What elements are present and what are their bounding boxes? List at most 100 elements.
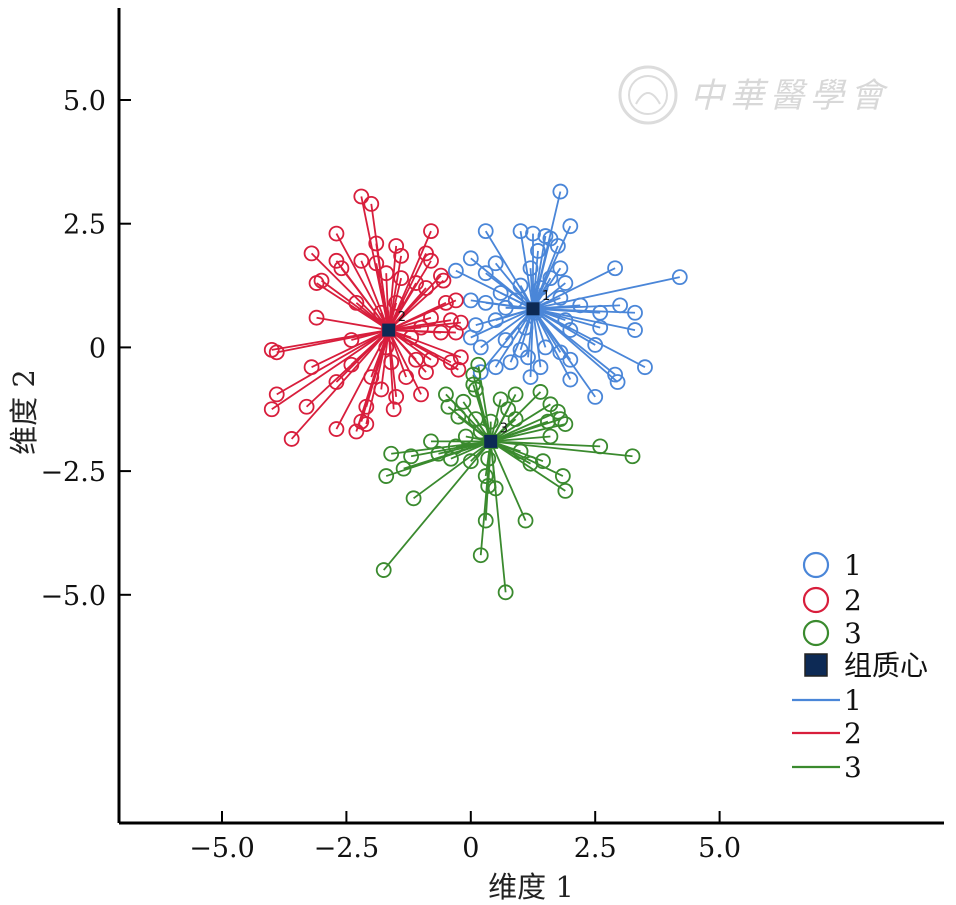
cluster-3-point (542, 428, 559, 445)
y-tick-label: 0 (89, 333, 106, 364)
cluster-2-line (316, 282, 390, 331)
cluster-2-point (423, 252, 439, 269)
cluster-3-point (487, 480, 504, 497)
x-tick-label: −2.5 (314, 833, 380, 864)
cluster-2-point (393, 270, 410, 287)
cluster-3-point (540, 413, 556, 430)
cluster-2-line (276, 329, 389, 354)
cluster-1-point (542, 270, 559, 287)
cluster-1-point (477, 223, 494, 240)
watermark-logo: 中華醫學會 (618, 65, 884, 125)
cluster-2-line (388, 329, 462, 359)
cluster-3-point (552, 411, 569, 428)
x-tick-label: 5.0 (698, 833, 741, 864)
centroid-1-marker (525, 301, 541, 317)
cluster-points (263, 183, 688, 601)
cluster-1-point (607, 260, 624, 277)
cluster-1-point (557, 275, 574, 291)
cluster-3-point (497, 584, 514, 601)
cluster-1-point (552, 290, 569, 306)
cluster-1-point (472, 339, 489, 356)
cluster-1-point (512, 223, 529, 240)
cluster-2-point (452, 349, 469, 366)
cluster-1-line (485, 272, 534, 310)
cluster-1-point (572, 297, 589, 314)
x-ticks: −5.0 −2.5 0 2.5 5.0 (189, 811, 741, 864)
cluster-2-point (398, 369, 415, 385)
cluster-1-point (530, 243, 546, 259)
cluster-1-point (562, 218, 579, 235)
legend-centroid-label: 组质心 (844, 649, 928, 682)
cluster-2-point (268, 344, 285, 361)
legend-point-2-label: 2 (844, 584, 862, 617)
cluster-3-point (535, 453, 551, 470)
cluster-2-point (263, 401, 280, 418)
centroid-2-marker (381, 322, 397, 338)
cluster-2-line (276, 329, 390, 396)
cluster-3-point (522, 455, 539, 472)
cluster-2-line (311, 329, 390, 369)
cluster-2-point (408, 351, 424, 368)
cluster-2-point (368, 255, 385, 272)
cluster-2-point (298, 398, 315, 415)
cluster-3-point (455, 393, 472, 410)
cluster-2-point (283, 431, 300, 447)
y-tick-label: 2.5 (63, 210, 106, 241)
cluster-3-point (378, 468, 395, 484)
cluster-1-point (525, 225, 541, 242)
centroid-3-marker (483, 433, 499, 449)
cluster-2-point (308, 275, 325, 291)
cluster-3-point (507, 386, 524, 403)
cluster-2-point (353, 188, 370, 205)
cluster-3-line (490, 410, 559, 443)
cluster-3-point (438, 386, 454, 403)
cluster-3-line (490, 440, 633, 458)
cluster-3-point (450, 408, 467, 425)
cluster-2-point (413, 319, 429, 336)
cluster-2-point (378, 265, 395, 282)
cluster-3-point (500, 401, 517, 418)
cluster-1-line (480, 308, 534, 349)
cluster-1-point (587, 388, 604, 405)
cluster-2-point (363, 196, 380, 212)
cluster-1-line (475, 307, 534, 326)
cluster-1-line (532, 307, 636, 331)
cluster-1-point (477, 265, 494, 282)
cluster-2-line (375, 263, 390, 331)
cluster-3-point (532, 384, 549, 400)
cluster-2-point (348, 294, 365, 311)
cluster-3-point (480, 478, 497, 494)
cluster-3-point (375, 562, 392, 578)
cluster-1-point (492, 285, 509, 301)
cluster-3-point (554, 468, 571, 484)
cluster-1-point (532, 359, 549, 376)
cluster-2-line (387, 252, 427, 331)
cluster-3-point (482, 413, 499, 430)
legend-point-3-label: 3 (844, 617, 862, 650)
cluster-2-point (403, 329, 419, 346)
cluster-3-point (477, 512, 494, 529)
cluster-1-point (552, 344, 569, 361)
cluster-1-point (592, 319, 609, 336)
cluster-1-point (537, 339, 554, 356)
cluster-1-point (562, 322, 579, 338)
cluster-2-point (343, 356, 360, 373)
cluster-3-point (423, 433, 439, 450)
cluster-1-point (562, 351, 579, 368)
cluster-2-point (408, 275, 424, 291)
cluster-2-line (316, 316, 389, 331)
cluster-1-point (627, 322, 643, 338)
cluster-1-point (637, 359, 653, 376)
cluster-2-point (413, 386, 429, 403)
cluster-2-point (447, 292, 464, 309)
cluster-2-point (358, 416, 375, 432)
cluster-3-point (465, 366, 482, 383)
legend-point-1-label: 1 (844, 549, 862, 582)
cluster-2-line (388, 279, 445, 331)
x-tick-label: 0 (462, 833, 479, 864)
legend-line-1-label: 1 (844, 684, 862, 717)
cluster-2-point (343, 332, 360, 348)
x-tick-label: 2.5 (574, 833, 617, 864)
cluster-1-line (519, 230, 534, 309)
